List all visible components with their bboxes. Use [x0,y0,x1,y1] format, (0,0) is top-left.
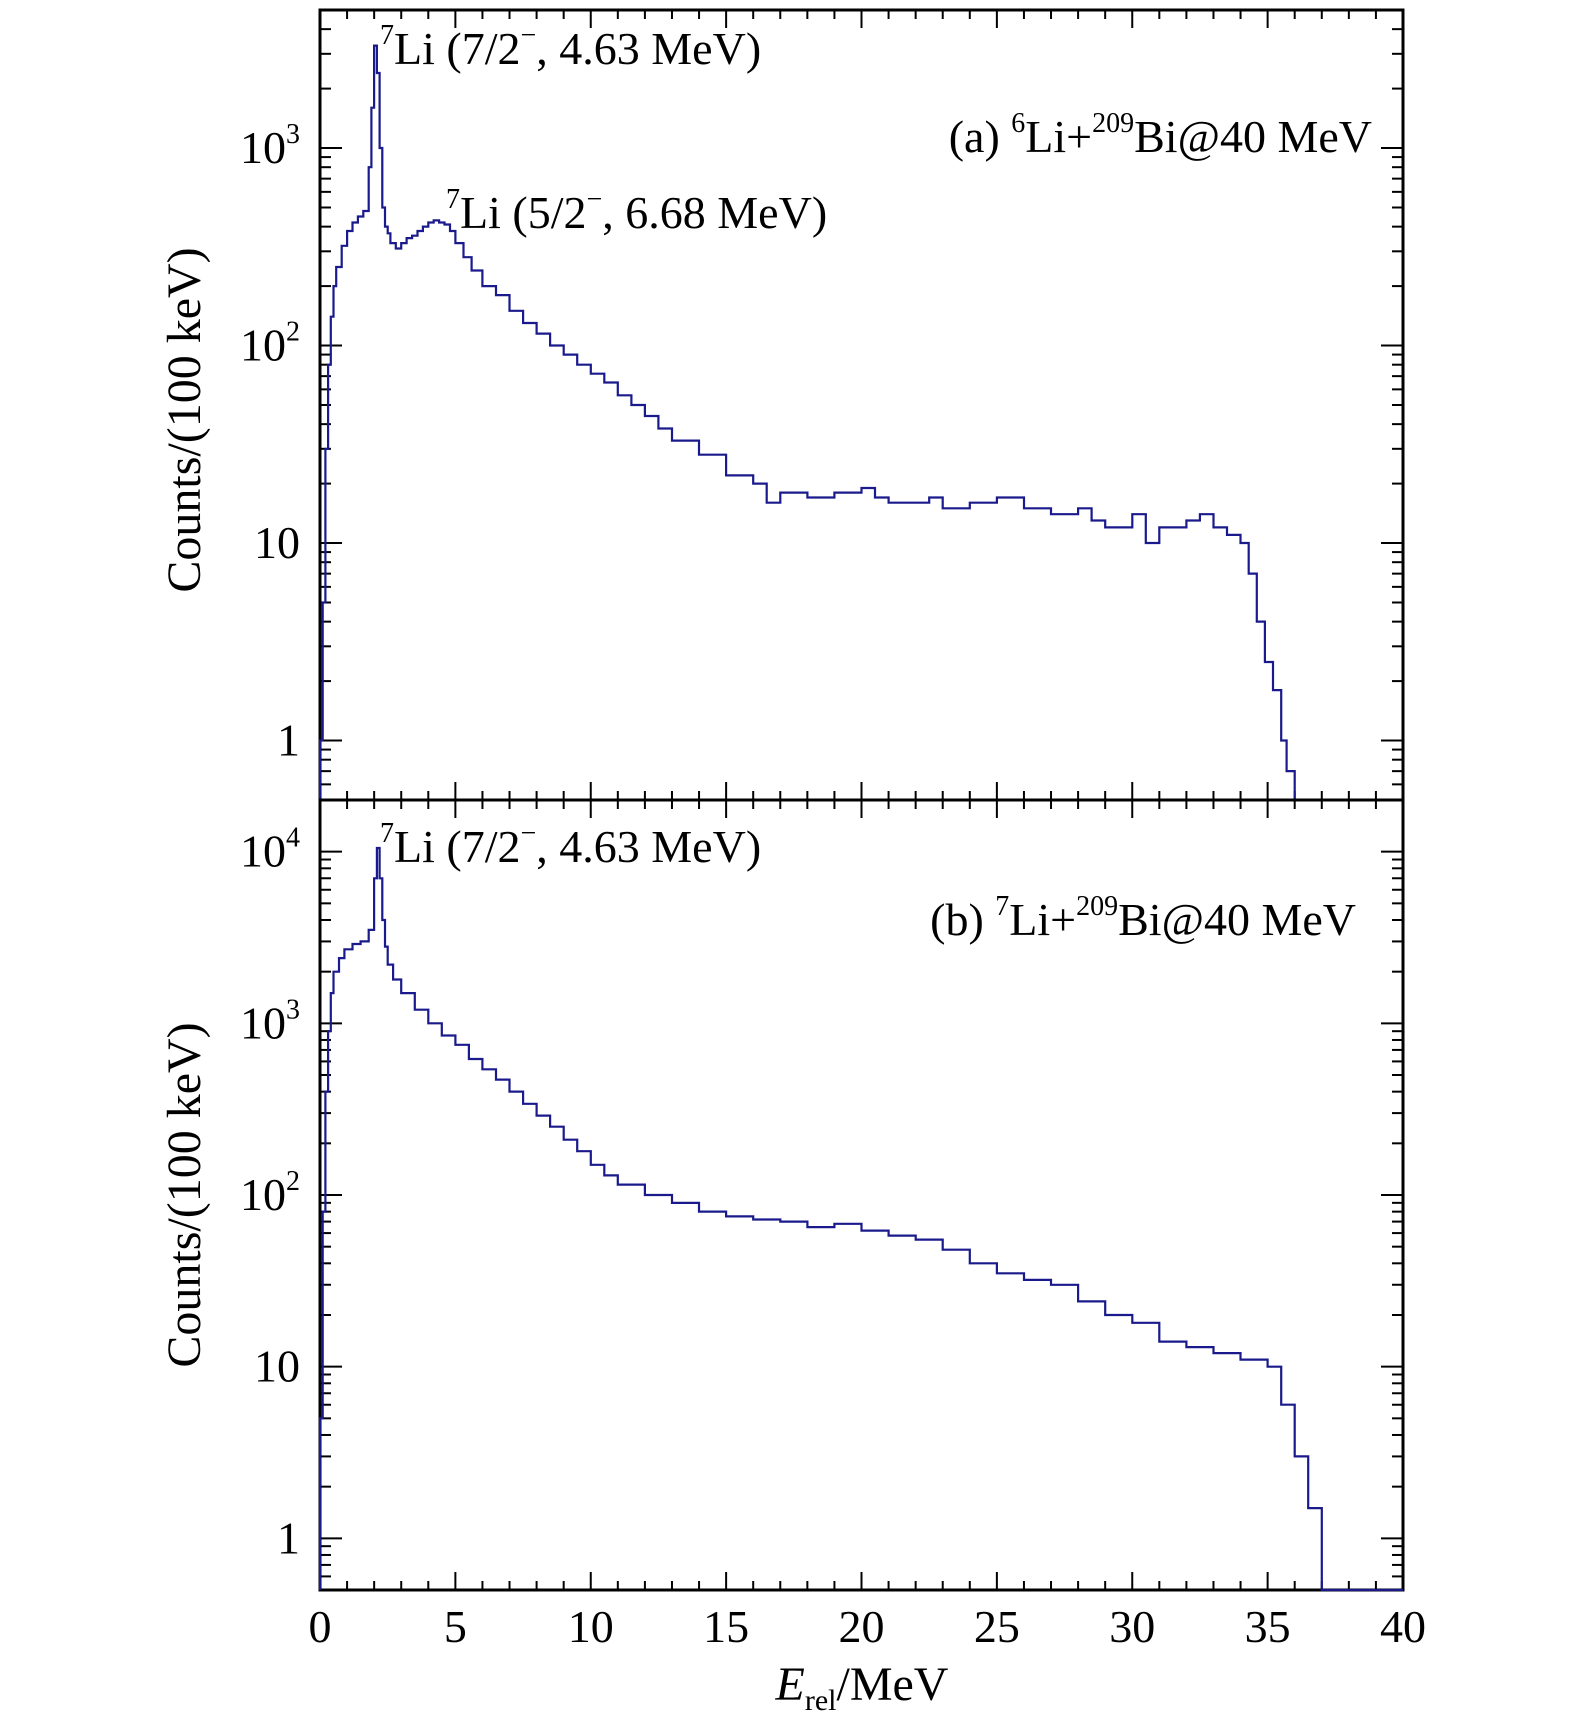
x-tick-label-3: 15 [703,1601,749,1652]
panel-a-ytick-labels: 1 10 102 103 [240,119,300,766]
panel-b-ylabel: Counts/(100 keV) [158,1022,211,1367]
panel-a: 1 10 102 103 Counts/(100 keV) 7Li (7/2−, 4.… [158,8,1405,802]
x-tick-label-0: 0 [309,1601,332,1652]
panel-a-annotation-peak1: 7Li (7/2−, 4.63 MeV) [380,20,761,74]
x-tick-label-6: 30 [1109,1601,1155,1652]
y-tick-label-b-2: 102 [240,1166,300,1220]
y-tick-label-b-4: 104 [240,823,300,877]
x-tick-label-5: 25 [974,1601,1020,1652]
y-tick-label-a-1: 10 [254,517,300,568]
panel-b-histogram [318,846,1403,1592]
panel-b-annotation-peak1: 7Li (7/2−, 4.63 MeV) [380,818,761,872]
x-tick-label-2: 10 [568,1601,614,1652]
panel-b-xtick-labels: 0 5 10 15 20 25 30 35 40 [309,1601,1427,1652]
panel-a-ylabel: Counts/(100 keV) [158,247,211,592]
y-tick-label-a-0: 1 [277,715,300,766]
panel-a-annotation-peak2: 7Li (5/2−, 6.68 MeV) [446,184,827,238]
panel-b: 1 10 102 103 104 0 5 10 15 20 25 30 35 40 Counts/(10… [158,798,1427,1717]
panel-b-title: (b) 7Li+209Bi@40 MeV [930,891,1356,945]
y-tick-label-b-1: 10 [254,1341,300,1392]
x-tick-label-7: 35 [1245,1601,1291,1652]
x-axis-label: Erel/MeV [775,1658,949,1717]
panel-a-ticks [319,9,1404,801]
x-tick-label-8: 40 [1380,1601,1426,1652]
x-tick-label-1: 5 [444,1601,467,1652]
panel-b-ytick-labels: 1 10 102 103 104 [240,823,300,1564]
y-tick-label-a-2: 102 [240,317,300,371]
panel-a-histogram [318,44,1403,802]
y-tick-label-b-0: 1 [277,1512,300,1563]
y-tick-label-b-3: 103 [240,994,300,1048]
x-tick-label-4: 20 [839,1601,885,1652]
y-tick-label-a-3: 103 [240,119,300,173]
panel-a-title: (a) 6Li+209Bi@40 MeV [949,108,1372,162]
